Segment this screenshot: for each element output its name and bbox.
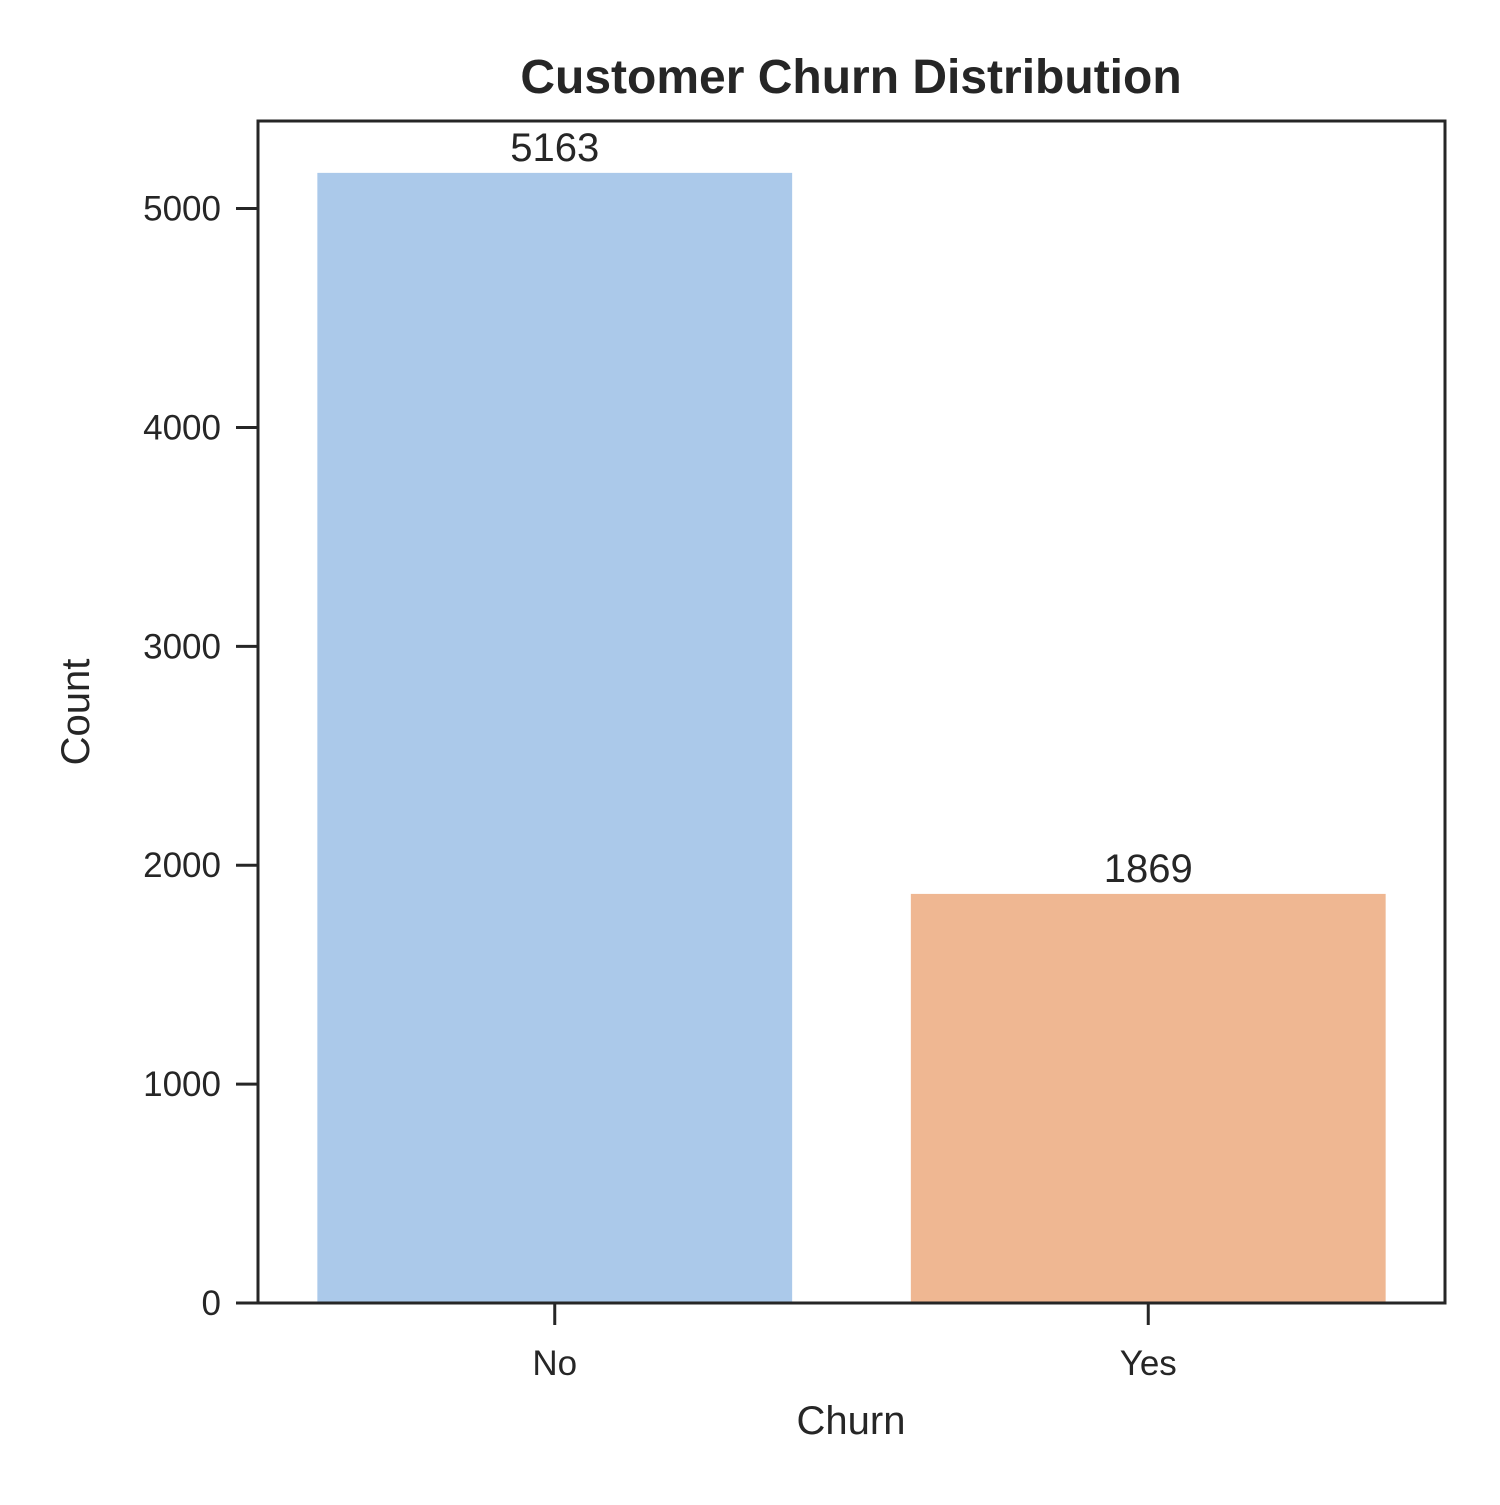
x-ticks-layer: No Yes — [532, 1303, 1177, 1383]
y-tick-label: 4000 — [143, 408, 221, 447]
y-tick-label: 5000 — [143, 190, 221, 229]
x-tick-label: Yes — [1120, 1344, 1177, 1383]
chart-title: Customer Churn Distribution — [520, 51, 1181, 104]
bar-yes — [910, 893, 1386, 1303]
y-axis-label: Count — [54, 659, 98, 766]
data-label-yes: 1869 — [1104, 847, 1193, 891]
bars-layer: 5163 1869 — [317, 126, 1386, 1303]
y-tick-label: 0 — [202, 1284, 221, 1323]
x-tick-label: No — [532, 1344, 577, 1383]
data-label-no: 5163 — [510, 126, 599, 170]
y-tick-label: 1000 — [143, 1065, 221, 1104]
y-ticks-layer: 0 1000 2000 3000 4000 5000 — [143, 190, 258, 1323]
x-axis-label: Churn — [797, 1399, 906, 1443]
y-tick-label: 3000 — [143, 627, 221, 666]
bar-no — [317, 172, 793, 1303]
y-tick-label: 2000 — [143, 846, 221, 885]
plot-frame — [256, 119, 1447, 1305]
